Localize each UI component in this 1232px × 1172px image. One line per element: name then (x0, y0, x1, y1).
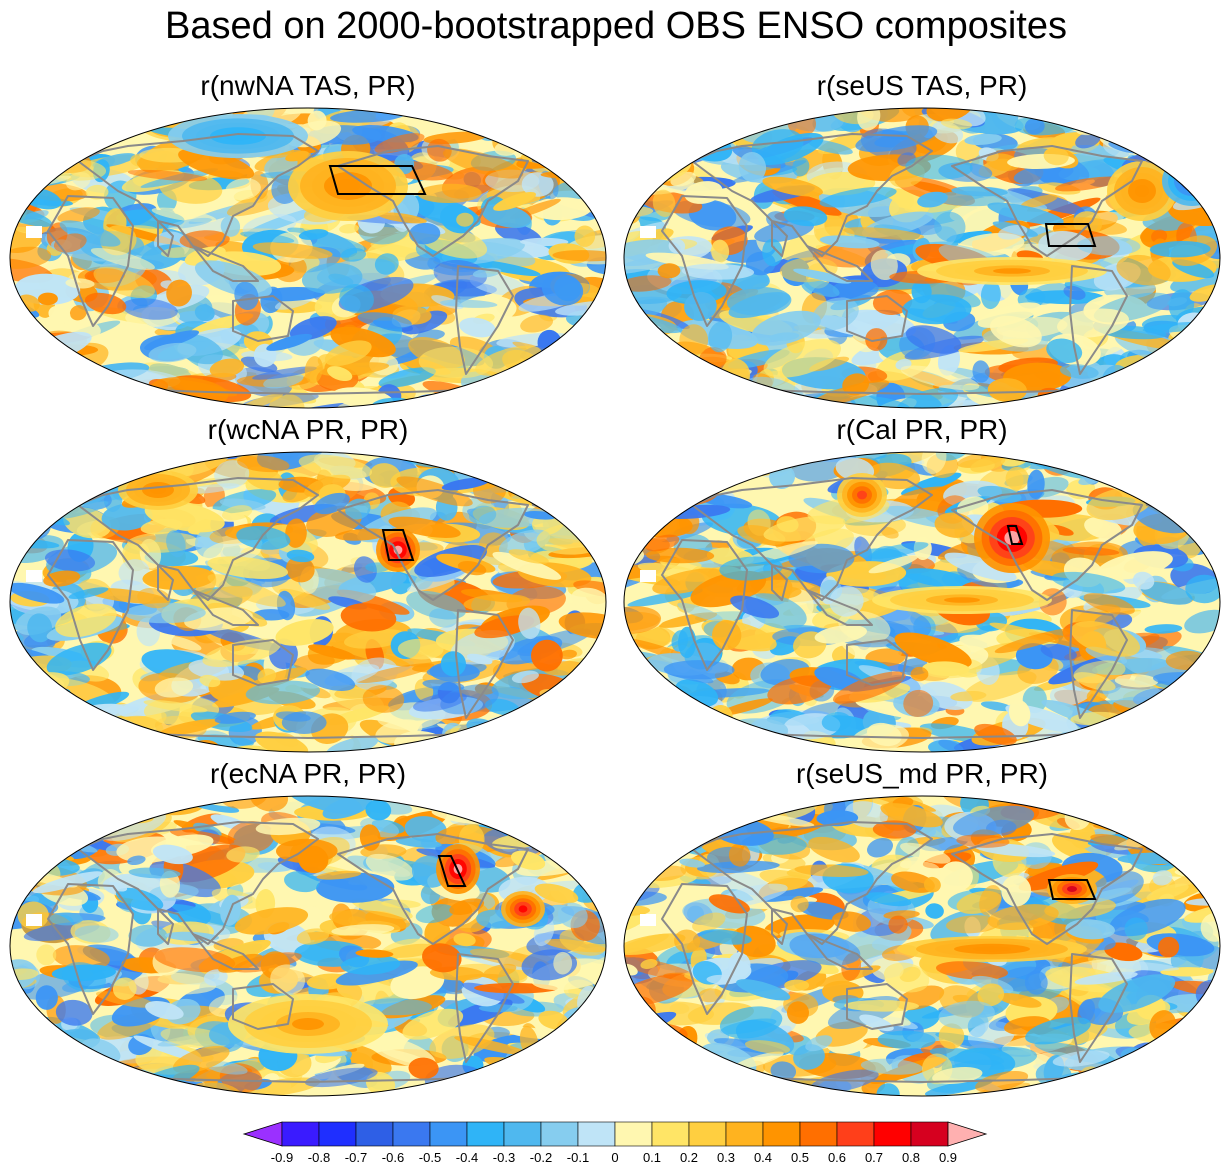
colorbar-tick-label: -0.8 (308, 1150, 330, 1165)
colorbar-box (725, 1121, 764, 1147)
colorbar-box (910, 1121, 949, 1147)
colorbar-box (466, 1121, 505, 1147)
colorbar-box (392, 1121, 431, 1147)
colorbar-box (355, 1121, 394, 1147)
colorbar-box (503, 1121, 542, 1147)
region-box (1006, 525, 1024, 545)
region-box (1044, 223, 1097, 247)
colorbar-tick-label: 0.1 (643, 1150, 661, 1165)
colorbar-tick-label: 0.4 (754, 1150, 772, 1165)
colorbar-under-triangle (242, 1121, 283, 1147)
panel-cal-pr: r(Cal PR, PR) (622, 414, 1222, 754)
map-border (9, 107, 607, 409)
colorbar-tick-label: -0.2 (530, 1150, 552, 1165)
colorbar-tick-label: -0.5 (419, 1150, 441, 1165)
colorbar-tick-label: -0.1 (567, 1150, 589, 1165)
colorbar-box (836, 1121, 875, 1147)
map-border (623, 795, 1221, 1097)
colorbar-box (688, 1121, 727, 1147)
map-border (623, 451, 1221, 753)
global-map (623, 107, 1221, 409)
colorbar-box (429, 1121, 468, 1147)
panel-seus-md-pr: r(seUS_md PR, PR) (622, 758, 1222, 1098)
colorbar-tick-label: 0.8 (902, 1150, 920, 1165)
colorbar-box (873, 1121, 912, 1147)
map-border (9, 451, 607, 753)
colorbar-box (318, 1121, 357, 1147)
panel-ecna-pr: r(ecNA PR, PR) (8, 758, 608, 1098)
colorbar-tick-label: -0.4 (456, 1150, 478, 1165)
colorbar-tick-label: 0.3 (717, 1150, 735, 1165)
figure-title: Based on 2000-bootstrapped OBS ENSO comp… (165, 5, 1067, 47)
panel-title: r(Cal PR, PR) (836, 414, 1008, 445)
global-map (623, 451, 1221, 753)
panel-seus-tas: r(seUS TAS, PR) (622, 70, 1222, 410)
colorbar-tick-label: -0.7 (345, 1150, 367, 1165)
colorbar-box (540, 1121, 579, 1147)
panel-title: r(wcNA PR, PR) (207, 414, 409, 445)
colorbar-box (281, 1121, 320, 1147)
colorbar-tick-label: 0 (611, 1150, 618, 1165)
correlation-field (10, 452, 606, 752)
colorbar-tick-label: -0.3 (493, 1150, 515, 1165)
global-map (9, 107, 607, 409)
colorbar-box (651, 1121, 690, 1147)
global-map (623, 795, 1221, 1097)
colorbar-tick-label: -0.6 (382, 1150, 404, 1165)
map-border (9, 795, 607, 1097)
global-map (9, 451, 607, 753)
colorbar-tick-label: 0.9 (939, 1150, 957, 1165)
map-border (623, 107, 1221, 409)
panel-title: r(seUS TAS, PR) (816, 70, 1028, 101)
region-box (1047, 879, 1097, 900)
region-box (437, 855, 467, 887)
global-map (9, 795, 607, 1097)
panel-title: r(nwNA TAS, PR) (200, 70, 416, 101)
colorbar: -0.9 -0.8 -0.7 -0.6 -0.5 -0.4 -0.3 -0.2 -0.1 0 0.1… (242, 1121, 988, 1165)
colorbar-tick-label: 0.2 (680, 1150, 698, 1165)
region-box (381, 529, 415, 561)
colorbar-box (614, 1121, 653, 1147)
colorbar-box (577, 1121, 616, 1147)
panel-title: r(seUS_md PR, PR) (795, 758, 1049, 789)
region-box (328, 165, 427, 195)
colorbar-over-triangle (947, 1121, 988, 1147)
colorbar-tick-label: -0.9 (271, 1150, 293, 1165)
panel-wcna-pr: r(wcNA PR, PR) (8, 414, 608, 754)
panel-title: r(ecNA PR, PR) (209, 758, 407, 789)
panel-nwna-tas: r(nwNA TAS, PR) (8, 70, 608, 410)
colorbar-box (762, 1121, 801, 1147)
colorbar-tick-label: 0.7 (865, 1150, 883, 1165)
colorbar-tick-label: 0.6 (828, 1150, 846, 1165)
colorbar-tick-label: 0.5 (791, 1150, 809, 1165)
colorbar-box (799, 1121, 838, 1147)
